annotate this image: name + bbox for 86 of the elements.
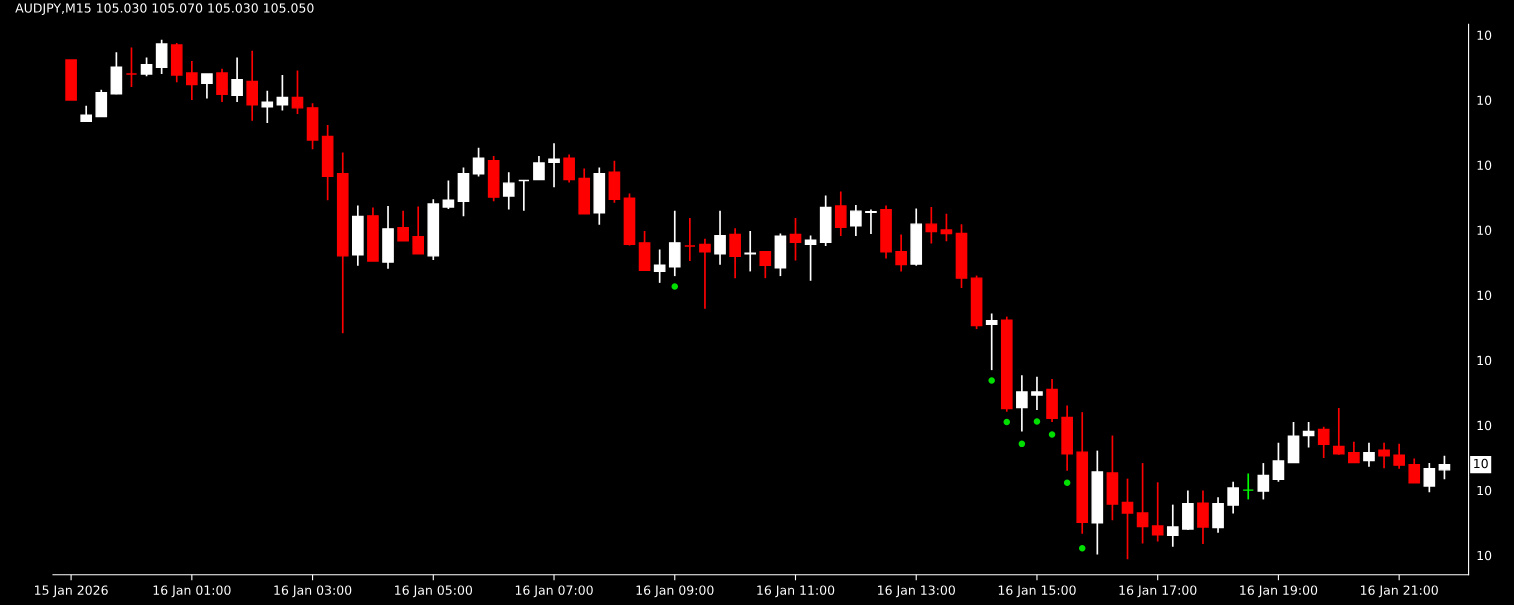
candlestick (412, 205, 425, 255)
candlestick (563, 153, 575, 184)
candlestick (216, 68, 228, 103)
text: 10 (1474, 458, 1488, 469)
candlestick (140, 56, 153, 77)
x-tick-label: 16 Jan 03:00 (274, 585, 352, 598)
x-tick-label: 16 Jan 01:00 (153, 585, 231, 598)
candlestick (186, 60, 198, 101)
text: 10 (1477, 550, 1492, 561)
candlestick (940, 212, 953, 243)
candlestick (1423, 462, 1436, 494)
point (1078, 545, 1086, 552)
candlestick (1197, 489, 1209, 545)
candlestick (548, 142, 560, 189)
candlestick (925, 206, 938, 245)
candlestick (1212, 496, 1224, 534)
candlestick (1348, 440, 1360, 464)
candlestick (95, 88, 108, 118)
candlestick (714, 209, 726, 266)
x-tick-label: 16 Jan 07:00 (515, 585, 593, 598)
candlestick (895, 233, 907, 273)
candlestick (699, 237, 711, 310)
candlestick (1317, 425, 1330, 459)
x-tick-label: 16 Jan 11:00 (757, 585, 835, 598)
point (1018, 440, 1026, 448)
x-tick-label: 16 Jan 19:00 (1240, 585, 1318, 598)
candlestick (231, 56, 243, 103)
text: 10 (1477, 290, 1492, 301)
candlestick (668, 209, 681, 277)
candlestick (1408, 457, 1421, 484)
x-tick-label: 15 Jan 2026 (35, 585, 108, 598)
candlestick (125, 46, 138, 88)
x-tick-label: 16 Jan 09:00 (636, 585, 714, 598)
x-tick-label: 16 Jan 13:00 (878, 585, 955, 598)
x-tick-label: 16 Jan 15:00 (998, 585, 1076, 598)
point (1003, 418, 1011, 426)
text: 10 (1477, 30, 1492, 40)
candlestick (518, 179, 530, 212)
candlestick (865, 208, 877, 235)
candlestick (533, 155, 545, 181)
candlestick (1257, 462, 1270, 501)
x-tick-label: 16 Jan 21:00 (1360, 585, 1438, 598)
candlestick (1363, 441, 1375, 468)
x-tick-label: 16 Jan 05:00 (395, 585, 473, 598)
candlestick (1438, 454, 1451, 481)
text: 10 (1477, 420, 1492, 431)
candlestick (201, 73, 213, 100)
point (988, 377, 995, 384)
candlestick (502, 171, 515, 211)
candlestick (1031, 376, 1043, 411)
candlestick (1272, 441, 1285, 483)
candlestick (1151, 481, 1164, 543)
candlestick (834, 190, 847, 237)
candlestick (1166, 503, 1179, 548)
text: 10 (1477, 355, 1492, 366)
candlestick (729, 227, 741, 280)
candlestick (759, 250, 772, 280)
text: 10 (1477, 225, 1492, 236)
candlestick (985, 312, 998, 371)
candlestick (397, 209, 409, 242)
candlestick (1121, 477, 1134, 561)
text: 10 (1477, 160, 1492, 170)
candlestick (1227, 480, 1239, 515)
text: 10 (1477, 95, 1492, 105)
point (1048, 431, 1056, 438)
text: 10 (1477, 485, 1492, 496)
candlestick (155, 38, 168, 75)
candlestick (1136, 462, 1149, 545)
candlestick (472, 146, 485, 178)
point (1063, 479, 1071, 487)
point (1033, 418, 1041, 425)
candlestick (442, 179, 455, 210)
point (671, 283, 679, 290)
x-tick-label: 16 Jan 17:00 (1119, 585, 1197, 598)
candlestick (1393, 443, 1405, 470)
candlestick (246, 49, 259, 122)
candlestick (1242, 472, 1255, 501)
candlestick (1332, 407, 1345, 456)
candlestick (789, 217, 802, 262)
candlestick (261, 89, 274, 124)
candlestick (1016, 374, 1028, 433)
candlestick (850, 204, 862, 237)
chart-title: AUDJPY,M15 105.030 105.070 105.030 105.050 (15, 3, 314, 16)
candlestick (684, 217, 696, 262)
candlestick (1378, 441, 1390, 470)
candlestick (291, 69, 304, 115)
